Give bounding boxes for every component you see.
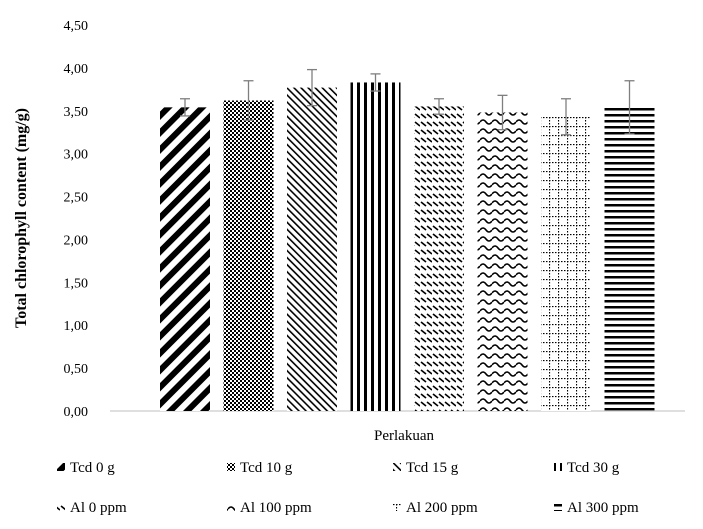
legend-item: Tcd 15 g — [393, 460, 459, 476]
legend-item: Al 200 ppm — [393, 500, 478, 516]
bars — [160, 82, 655, 412]
bar — [160, 107, 210, 411]
bar — [477, 112, 528, 411]
legend: Tcd 0 g Tcd 10 g Tcd 15 g Tcd 30 g Al 0 ppm A… — [57, 460, 639, 516]
y-tick-label: 1,50 — [64, 276, 89, 291]
bar — [604, 107, 655, 411]
legend-label: Al 0 ppm — [70, 500, 127, 516]
legend-swatch — [554, 463, 562, 471]
error-bars — [180, 68, 635, 136]
legend-label: Al 100 ppm — [240, 500, 312, 516]
legend-label: Al 300 ppm — [567, 500, 639, 516]
y-tick-label: 3,50 — [64, 105, 89, 120]
bar — [350, 82, 401, 412]
bar — [223, 100, 274, 412]
legend-swatch — [227, 463, 235, 471]
legend-swatch — [554, 503, 562, 511]
legend-label: Al 200 ppm — [406, 500, 478, 516]
y-tick-label: 4,00 — [64, 62, 89, 77]
legend-label: Tcd 0 g — [70, 460, 115, 476]
legend-label: Tcd 10 g — [240, 460, 293, 476]
bar — [541, 116, 591, 411]
legend-swatch — [227, 503, 235, 511]
y-tick-label: 2,00 — [64, 233, 89, 248]
bar — [414, 106, 464, 411]
legend-label: Tcd 15 g — [406, 460, 459, 476]
legend-swatch — [57, 503, 65, 511]
x-axis-label: Perlakuan — [374, 428, 434, 444]
y-tick-label: 0,00 — [64, 405, 89, 420]
legend-swatch — [57, 463, 65, 471]
legend-item: Al 300 ppm — [554, 500, 639, 516]
y-axis-label: Total chlorophyll content (mg/g) — [13, 108, 30, 328]
y-tick-label: 4,50 — [64, 19, 89, 34]
y-tick-label: 3,00 — [64, 148, 89, 163]
y-axis-ticks: 0,00 0,50 1,00 1,50 2,00 2,50 3,00 3,50 4,00 4,50 — [64, 19, 89, 420]
legend-item: Al 0 ppm — [57, 500, 127, 516]
y-tick-label: 2,50 — [64, 191, 89, 206]
y-tick-label: 0,50 — [64, 362, 89, 377]
legend-swatch — [393, 503, 401, 511]
legend-item: Tcd 10 g — [227, 460, 293, 476]
bar — [287, 87, 337, 412]
y-tick-label: 1,00 — [64, 319, 89, 334]
legend-swatch — [393, 463, 401, 471]
legend-item: Al 100 ppm — [227, 500, 312, 516]
legend-item: Tcd 30 g — [554, 460, 620, 476]
legend-label: Tcd 30 g — [567, 460, 620, 476]
legend-item: Tcd 0 g — [57, 460, 115, 476]
